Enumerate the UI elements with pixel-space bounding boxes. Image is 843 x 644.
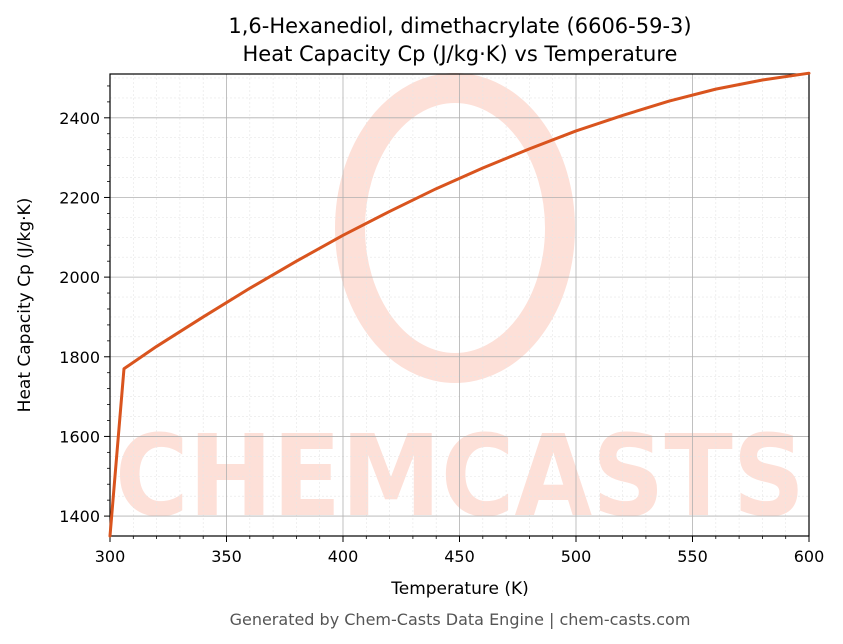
y-tick-label: 1800 (59, 348, 100, 367)
y-axis-label: Heat Capacity Cp (J/kg·K) (15, 198, 35, 413)
x-tick-label: 500 (561, 547, 592, 566)
x-tick-label: 450 (444, 547, 475, 566)
footer-text: Generated by Chem-Casts Data Engine | ch… (230, 610, 691, 629)
y-tick-label: 2400 (59, 109, 100, 128)
ticks: 300 350 400 450 500 550 600 1400 1600 1800 2000 220… (59, 85, 825, 566)
watermark: CHEMCASTS (115, 73, 805, 542)
watermark-logo (335, 73, 575, 383)
x-tick-label: 300 (95, 547, 126, 566)
chart-title: 1,6-Hexanediol, dimethacrylate (6606-59-… (228, 14, 691, 38)
y-tick-label: 1600 (59, 427, 100, 446)
x-tick-label: 350 (211, 547, 242, 566)
x-axis-label: Temperature (K) (390, 579, 529, 599)
x-tick-label: 550 (677, 547, 708, 566)
series-line (108, 71, 811, 538)
y-tick-label: 1400 (59, 507, 100, 526)
chart-subtitle: Heat Capacity Cp (J/kg·K) vs Temperature (243, 42, 678, 66)
watermark-text: CHEMCASTS (115, 412, 805, 542)
x-tick-label: 400 (328, 547, 359, 566)
x-tick-label: 600 (794, 547, 825, 566)
series-layer (108, 71, 811, 538)
y-tick-label: 2000 (59, 268, 100, 287)
y-tick-label: 2200 (59, 188, 100, 207)
